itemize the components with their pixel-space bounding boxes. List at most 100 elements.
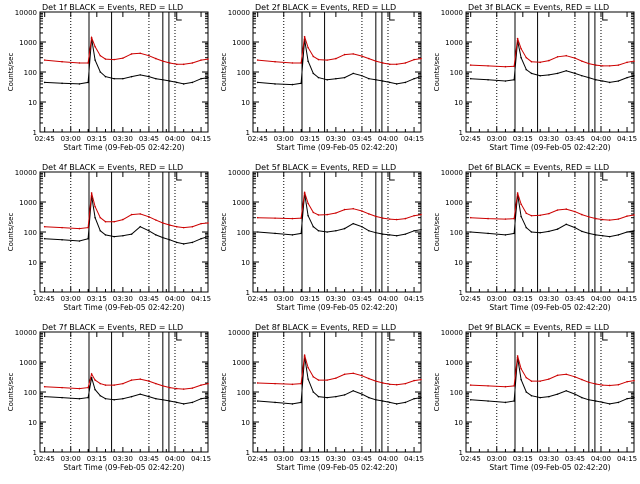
lld-point [61, 386, 63, 389]
events-point [207, 396, 209, 399]
lld-point [565, 54, 568, 57]
events-point [601, 234, 604, 237]
events-point [326, 396, 328, 399]
lld-point [300, 217, 302, 219]
x-tick-label: 03:15 [513, 295, 533, 303]
lld-point [504, 385, 507, 388]
lld-point [191, 62, 194, 64]
lld-point [565, 373, 568, 376]
events-point [633, 74, 635, 77]
x-tick-label: 03:15 [300, 135, 320, 143]
events-point [565, 223, 568, 226]
events-point [256, 400, 259, 402]
x-tick-label: 03:45 [139, 135, 159, 143]
x-tick-label: 04:15 [404, 135, 424, 143]
lld-point [94, 45, 96, 48]
lld-point [148, 216, 150, 218]
lld-point [469, 216, 472, 219]
y-tick-label: 1 [33, 129, 37, 137]
panel-det-9: Det 9f BLACK = Events, RED = LLD 1 10 100 10… [433, 323, 637, 472]
lld-point [608, 384, 611, 387]
lld-point [207, 382, 209, 385]
x-tick-label: 03:15 [87, 295, 107, 303]
lld-point [139, 213, 142, 215]
lld-point [291, 217, 294, 220]
events-point [608, 235, 611, 238]
x-axis-label: Start Time (09-Feb-05 02:42:20) [489, 463, 610, 472]
events-point [420, 396, 422, 399]
x-tick-label: 03:45 [565, 455, 585, 463]
events-point [162, 236, 164, 239]
events-point [182, 403, 185, 405]
events-point [335, 229, 337, 232]
x-tick-label: 04:00 [165, 135, 185, 143]
events-point [148, 229, 150, 232]
y-tick-label: 1000 [19, 39, 37, 47]
lld-point [601, 65, 604, 67]
lld-point [130, 213, 133, 216]
y-tick-label: 1000 [19, 199, 37, 207]
panel-det-6: Det 6f BLACK = Events, RED = LLD 1 10 100 10… [433, 163, 637, 312]
events-point [404, 401, 407, 404]
x-tick-label: 03:45 [565, 295, 585, 303]
lld-point [78, 227, 81, 230]
lld-point [513, 217, 515, 220]
events-point [139, 225, 142, 228]
events-point [388, 401, 391, 404]
lld-point [588, 381, 590, 384]
lld-point [368, 57, 370, 60]
events-point [633, 229, 635, 232]
lld-point [361, 374, 363, 377]
lld-point [335, 57, 337, 60]
events-point [413, 397, 415, 400]
plot-frame [465, 171, 635, 293]
x-tick-label: 03:00 [61, 295, 81, 303]
x-tick-label: 02:45 [35, 135, 55, 143]
y-axis-label: Counts/sec [7, 373, 15, 412]
events-point [594, 78, 597, 81]
events-point [520, 56, 522, 59]
x-tick-label: 02:45 [461, 455, 481, 463]
events-point [504, 80, 507, 82]
lld-point [633, 214, 635, 216]
events-point [87, 237, 89, 240]
y-tick-label: 1000 [445, 199, 463, 207]
x-tick-label: 02:45 [35, 455, 55, 463]
lld-point [317, 379, 320, 381]
events-point [317, 395, 320, 398]
events-point [99, 229, 102, 232]
lld-point [404, 382, 407, 385]
lld-series-line [470, 192, 635, 221]
x-tick-label: 03:30 [113, 455, 133, 463]
events-point [191, 81, 194, 84]
lld-point [530, 380, 533, 382]
x-tick-label: 03:00 [274, 295, 294, 303]
events-point [335, 395, 337, 398]
lld-point [388, 63, 391, 66]
y-tick-label: 1000 [232, 359, 250, 367]
x-tick-label: 03:45 [352, 295, 372, 303]
lld-point [303, 35, 306, 38]
y-tick-label: 10000 [228, 9, 250, 17]
x-tick-label: 03:00 [274, 135, 294, 143]
events-point [574, 393, 576, 395]
y-tick-label: 10000 [441, 329, 463, 337]
events-point [175, 401, 178, 404]
lld-point [539, 61, 541, 64]
y-axis-label: Counts/sec [433, 213, 441, 252]
y-axis-label: Counts/sec [433, 53, 441, 92]
events-point [168, 400, 171, 402]
events-point [487, 78, 489, 81]
panel-det-1: Det 1f BLACK = Events, RED = LLD 1 10 100 10… [7, 3, 211, 152]
events-point [525, 226, 528, 229]
lld-point [175, 63, 178, 66]
lld-point [601, 384, 604, 386]
y-axis-label: Counts/sec [7, 213, 15, 252]
lld-point [87, 62, 89, 64]
lld-point [207, 58, 209, 60]
events-point [487, 400, 489, 402]
lld-point [130, 53, 133, 55]
lld-point [99, 216, 102, 219]
lld-point [375, 380, 377, 382]
lld-series-line [470, 355, 635, 388]
